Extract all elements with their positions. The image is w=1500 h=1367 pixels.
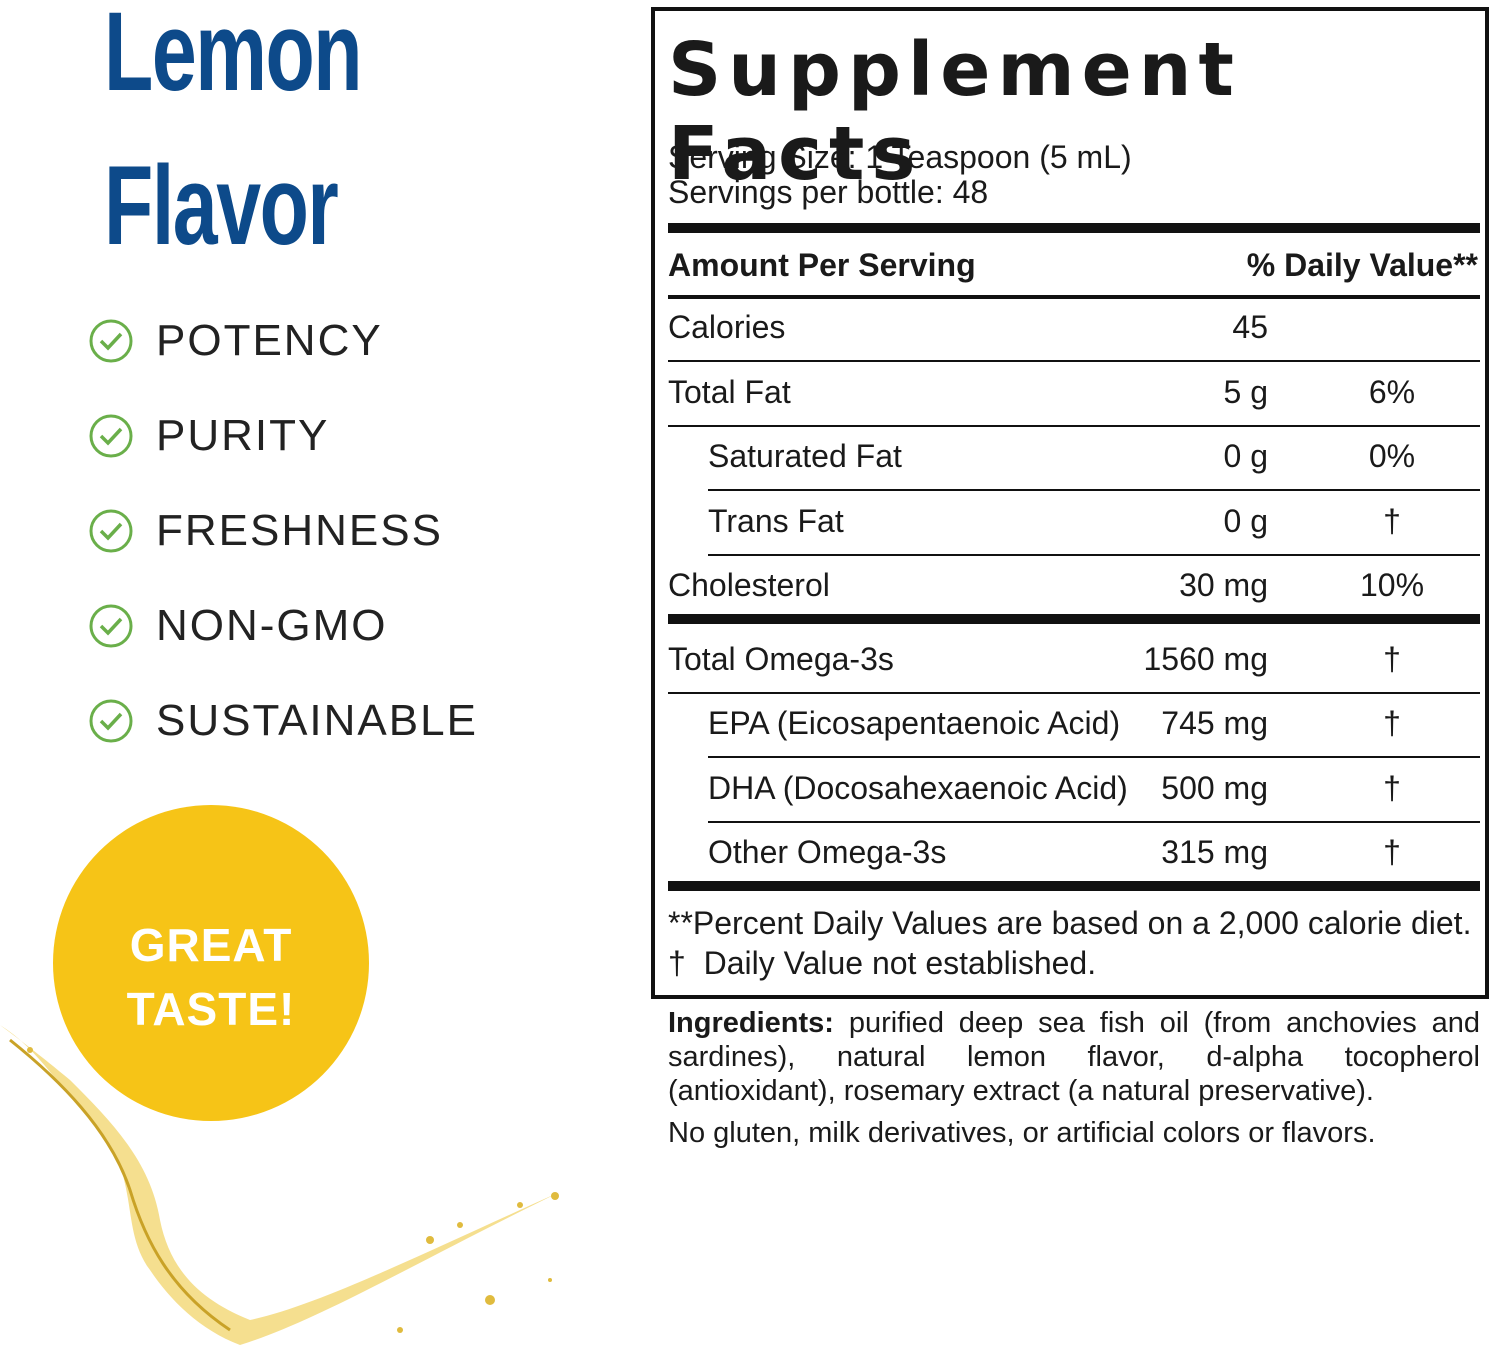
serving-size: Serving Size: 1 Teaspoon (5 mL) (668, 139, 1132, 175)
nutrient-dv: † (1383, 705, 1401, 741)
thick-rule (668, 223, 1480, 233)
nutrient-name: Total Fat (668, 373, 791, 410)
check-icon (89, 699, 133, 743)
oil-splash-edge (9, 1038, 231, 1332)
nutrient-name: EPA (Eicosapentaenoic Acid) (708, 705, 1121, 741)
facts-panel (651, 7, 1489, 999)
nutrient-name: Total Omega-3s (668, 640, 894, 677)
feature: PURITY (88, 411, 329, 461)
nutrient-amount: 45 (1232, 309, 1268, 345)
nutrient-name: Cholesterol (668, 567, 830, 603)
nutrient-name: Trans Fat (708, 502, 844, 539)
oil-drops (27, 1047, 559, 1333)
thick-rule (668, 613, 1480, 624)
rule (668, 691, 1480, 694)
feature: NON-GMO (88, 601, 388, 651)
nutrient-name: Other Omega-3s (708, 834, 947, 870)
nutrient-amount: 500 mg (1161, 769, 1268, 806)
nutrient-dv: † (1383, 502, 1401, 539)
nutrient-name: Saturated Fat (708, 438, 902, 474)
nutrient-dv: 0% (1368, 438, 1416, 474)
flavor-title: Flavor (104, 143, 339, 268)
check-icon (89, 414, 133, 458)
ingredients: Ingredients: purified deep sea fish oil … (668, 1006, 1480, 1150)
flavor-title: Lemon (104, 0, 363, 114)
rule (668, 295, 1480, 299)
nutrient-dv: 6% (1368, 373, 1416, 410)
feature-text: FRESHNESS (156, 506, 443, 555)
nutrient-amount: 745 mg (1161, 705, 1268, 741)
nutrient-dv: † (1383, 640, 1401, 677)
feature: POTENCY (88, 316, 383, 366)
feature-text: NON-GMO (156, 601, 388, 650)
facts-title: Supplement Facts (668, 27, 1241, 197)
ingredients-note: No gluten, milk derivatives, or artifici… (668, 1117, 1376, 1149)
nutrient-amount: 1560 mg (1143, 640, 1268, 677)
rule (668, 360, 1480, 362)
ingredients-label: Ingredients: (668, 1007, 834, 1039)
rule (668, 424, 1480, 427)
thick-rule (668, 880, 1480, 891)
nutrient-dv: 10% (1359, 567, 1425, 603)
nutrient-amount: 5 g (1223, 373, 1268, 410)
servings: Servings per bottle: 48 (668, 174, 989, 210)
feature: SUSTAINABLE (88, 696, 478, 746)
ingredients-text: purified deep sea fish oil (from anchovi… (668, 1007, 1480, 1107)
nutrient-amount: 0 g (1223, 502, 1268, 539)
nutrient-name: Calories (668, 309, 786, 345)
feature-text: POTENCY (156, 316, 383, 365)
feature-text: SUSTAINABLE (156, 696, 478, 745)
nutrient-amount: 0 g (1223, 438, 1268, 474)
header-amount: Amount Per Serving (668, 247, 976, 283)
check-icon (89, 604, 133, 648)
nutrient-amount: 30 mg (1179, 567, 1268, 603)
rule (708, 553, 1480, 556)
check-icon (89, 319, 133, 363)
footnote: **Percent Daily Values are based on a 2,… (668, 905, 1472, 941)
footnote: † Daily Value not established. (668, 945, 1097, 981)
nutrient-dv: † (1383, 769, 1401, 806)
nutrient-dv: † (1383, 834, 1401, 870)
header-dv: % Daily Value** (1246, 247, 1478, 283)
badge-text: TASTE! (126, 983, 296, 1035)
badge-text: GREAT (129, 919, 293, 971)
decoration (0, 805, 560, 1345)
rule (708, 489, 1480, 491)
check-icon (89, 509, 133, 553)
feature-text: PURITY (156, 411, 330, 460)
nutrient-name: DHA (Docosahexaenoic Acid) (708, 769, 1128, 806)
rule (708, 820, 1480, 823)
badge-circle (53, 805, 369, 1121)
rule (708, 756, 1480, 758)
feature: FRESHNESS (88, 506, 443, 556)
nutrient-amount: 315 mg (1161, 834, 1268, 870)
